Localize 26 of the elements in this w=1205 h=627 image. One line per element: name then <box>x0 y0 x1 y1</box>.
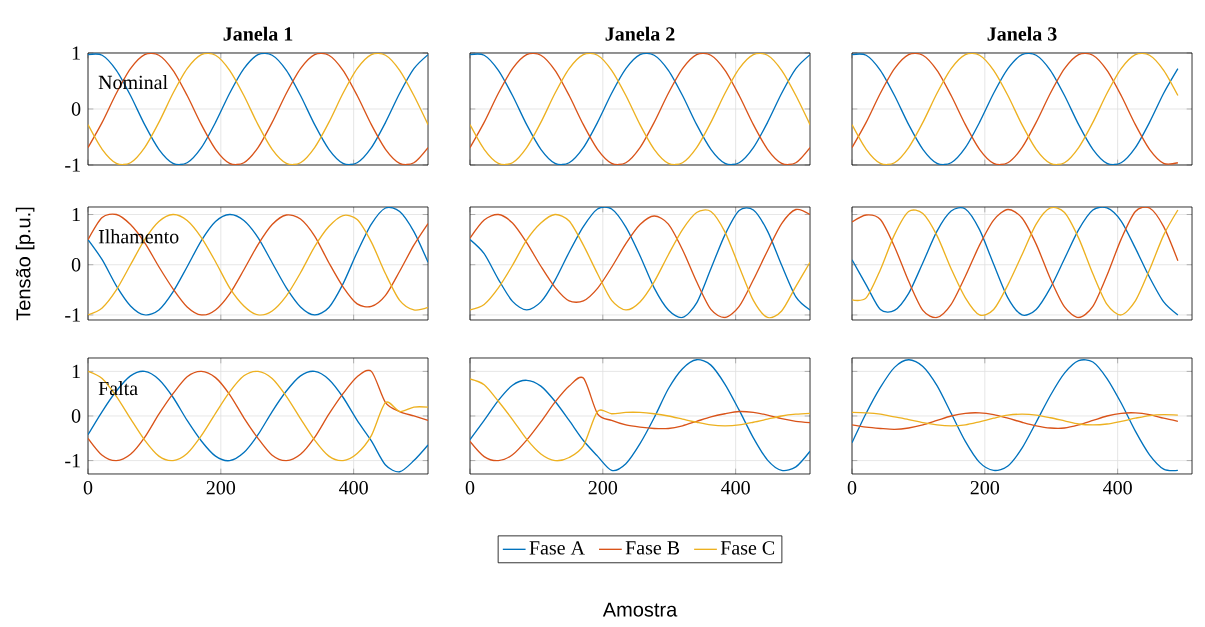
y-tick-label: 1 <box>72 207 80 222</box>
x-tick-label: 400 <box>339 480 368 495</box>
y-tick-label: 0 <box>71 257 81 272</box>
legend-label: Fase C <box>720 541 775 555</box>
y-tick-label: -1 <box>65 308 80 322</box>
x-tick-label: 200 <box>206 480 236 495</box>
x-tick-label: 200 <box>970 480 1000 495</box>
y-tick-label: -1 <box>65 454 80 468</box>
chart-title: Janela 2 <box>605 26 675 41</box>
x-tick-label: 200 <box>588 480 618 495</box>
legend-label: Fase B <box>625 541 680 555</box>
y-tick-label: 1 <box>72 364 80 378</box>
legend-label: Fase A <box>529 541 585 555</box>
y-axis-title: Tensão [p.u.] <box>15 207 35 321</box>
y-tick-label: 0 <box>71 409 81 423</box>
x-axis-title: Amostra <box>602 602 678 617</box>
y-tick-label: 1 <box>72 46 80 60</box>
x-tick-label: 400 <box>1103 480 1132 495</box>
y-tick-label: 0 <box>71 102 81 116</box>
x-tick-label: 0 <box>83 480 93 495</box>
chart-title: Janela 3 <box>987 26 1057 41</box>
x-tick-label: 0 <box>847 480 857 495</box>
y-tick-label: -1 <box>65 158 80 172</box>
x-tick-label: 0 <box>465 480 475 495</box>
x-tick-label: 400 <box>721 480 750 495</box>
chart-title: Janela 1 <box>223 26 293 41</box>
